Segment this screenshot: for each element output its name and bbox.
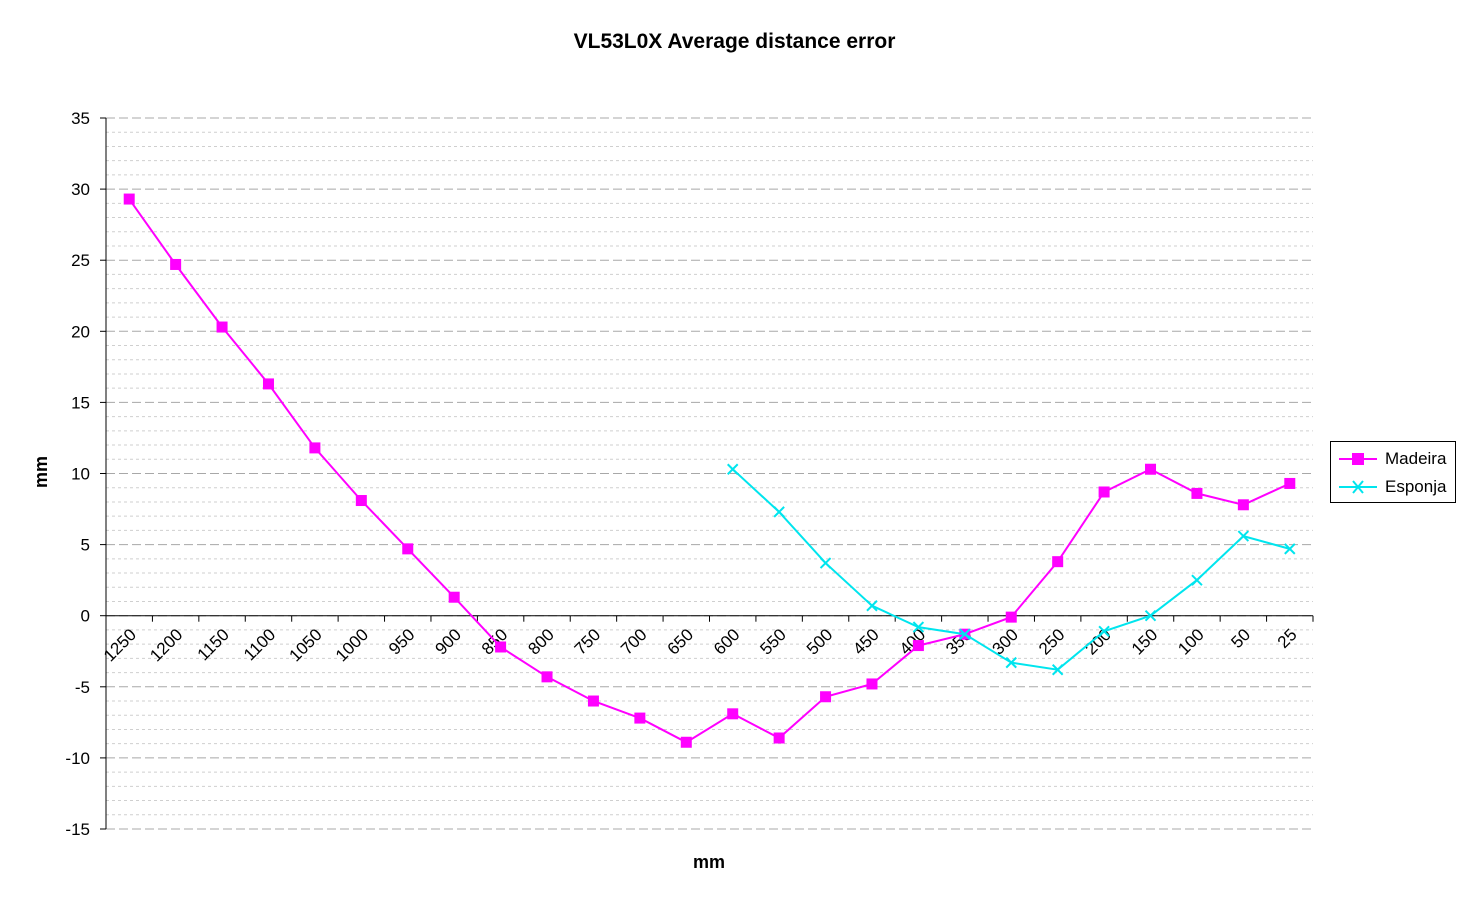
data-point-madeira — [634, 712, 646, 724]
legend-swatch-esponja — [1339, 480, 1377, 494]
legend: Madeira Esponja — [1330, 441, 1456, 503]
y-tick-label: 15 — [71, 393, 90, 412]
series-madeira — [123, 193, 1296, 748]
data-point-madeira — [262, 378, 274, 390]
data-point-esponja — [1191, 574, 1203, 586]
data-point-esponja — [959, 628, 971, 640]
data-point-esponja — [819, 557, 832, 569]
x-tick-label: 650 — [664, 625, 697, 658]
series-esponja — [727, 463, 1296, 676]
data-point-madeira — [773, 732, 785, 744]
data-point-madeira — [680, 736, 692, 748]
y-axis-title: mm — [31, 456, 51, 488]
y-tick-label: -10 — [65, 749, 90, 768]
data-point-esponja — [912, 621, 925, 633]
y-tick-label: 10 — [71, 465, 90, 484]
x-axis-title: mm — [693, 852, 725, 872]
data-point-esponja — [1098, 625, 1110, 638]
data-point-madeira — [402, 543, 414, 555]
data-point-esponja — [773, 506, 785, 518]
x-tick-label: 450 — [849, 625, 882, 658]
data-point-madeira — [866, 678, 878, 690]
legend-item-madeira: Madeira — [1337, 448, 1455, 470]
data-point-madeira — [1284, 477, 1296, 489]
y-tick-label: 0 — [81, 607, 90, 626]
data-point-esponja — [727, 463, 739, 475]
data-point-esponja — [1284, 543, 1296, 555]
y-tick-label: -15 — [65, 820, 90, 839]
data-point-madeira — [727, 708, 739, 720]
chart-title: VL53L0X Average distance error — [573, 30, 896, 53]
legend-label-esponja: Esponja — [1385, 477, 1447, 496]
legend-item-esponja: Esponja — [1337, 476, 1455, 498]
x-tick-label: 1000 — [332, 625, 372, 665]
data-point-madeira — [123, 193, 135, 205]
series-line-madeira — [128, 198, 1291, 744]
data-point-esponja — [1144, 609, 1157, 622]
data-point-madeira — [1005, 611, 1017, 623]
x-tick-label: 25 — [1274, 625, 1301, 652]
major-gridlines — [106, 117, 1313, 830]
data-point-madeira — [448, 591, 460, 603]
y-tick-label: -5 — [75, 678, 90, 697]
data-point-madeira — [541, 671, 553, 683]
legend-swatch-madeira — [1339, 453, 1377, 465]
legend-label-madeira: Madeira — [1385, 449, 1447, 468]
y-tick-labels: -15 -10 -5 0 5 10 15 20 25 30 35 — [65, 109, 90, 839]
data-point-madeira — [495, 641, 507, 653]
data-point-madeira — [1191, 487, 1203, 499]
data-point-madeira — [355, 495, 367, 507]
data-point-madeira — [1098, 486, 1110, 498]
data-point-esponja — [1005, 656, 1017, 669]
x-tick-label: 250 — [1035, 625, 1068, 658]
x-tick-label: 100 — [1174, 625, 1207, 658]
y-tick-label: 5 — [81, 536, 90, 555]
x-tick-label: 500 — [803, 625, 836, 658]
axes — [100, 117, 1314, 830]
x-tick-label: 50 — [1227, 625, 1254, 652]
data-point-esponja — [1237, 530, 1250, 542]
data-point-esponja — [1051, 664, 1064, 676]
x-tick-labels: 1250 1200 1150 1100 1050 1000 950 900 850 800 750 7… — [100, 625, 1301, 665]
data-point-madeira — [216, 321, 228, 333]
data-point-madeira — [170, 258, 182, 270]
x-tick-label: 1200 — [146, 625, 186, 665]
series-lines — [123, 193, 1296, 748]
data-point-madeira — [912, 640, 924, 652]
data-point-madeira — [1145, 463, 1157, 475]
y-tick-label: 35 — [71, 109, 90, 128]
data-point-esponja — [866, 600, 878, 612]
y-tick-label: 20 — [71, 322, 90, 341]
data-point-madeira — [820, 691, 832, 703]
x-tick-label: 300 — [989, 625, 1022, 658]
data-point-madeira — [1237, 499, 1249, 511]
data-point-madeira — [309, 442, 321, 454]
y-tick-label: 25 — [71, 251, 90, 270]
data-point-madeira — [1052, 556, 1064, 568]
data-point-madeira — [587, 695, 599, 707]
y-tick-label: 30 — [71, 180, 90, 199]
x-tick-label: 1050 — [286, 625, 326, 665]
